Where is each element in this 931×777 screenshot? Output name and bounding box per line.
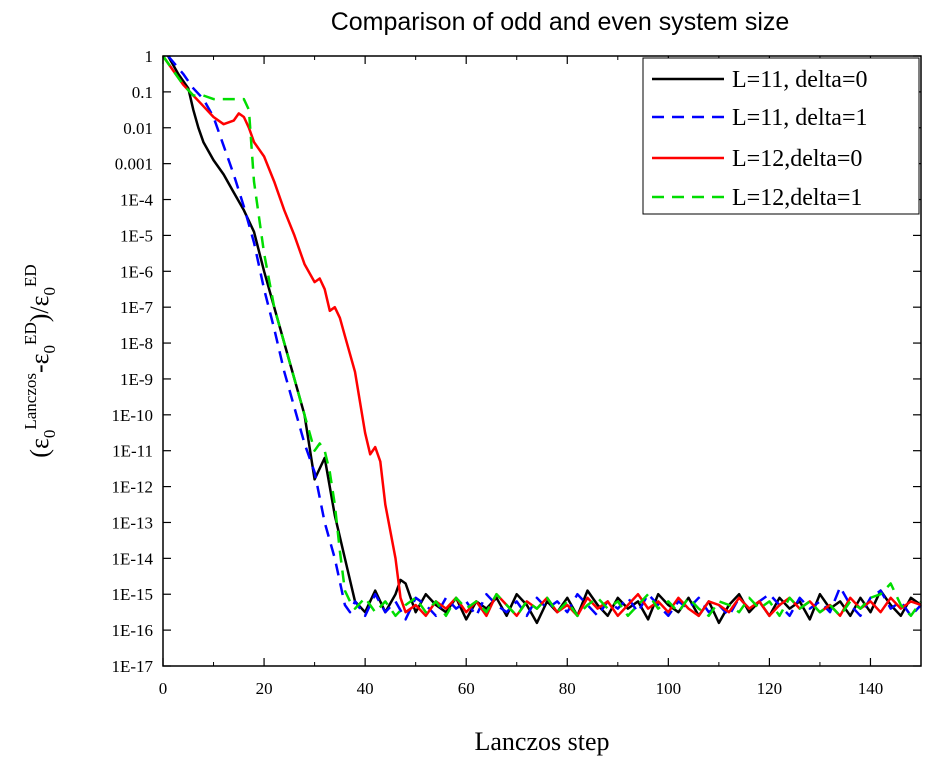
y-tick-label: 1E-12 bbox=[111, 478, 153, 497]
y-tick-label: 1E-10 bbox=[111, 406, 153, 425]
legend-label-l12-delta0: L=12,delta=0 bbox=[732, 146, 862, 172]
y-tick-label: 1E-11 bbox=[112, 442, 153, 461]
y-tick-label: 1E-9 bbox=[120, 370, 153, 389]
x-tick-label: 40 bbox=[357, 679, 374, 698]
y-axis-label: (ε0Lanczos-ε0ED)/ε0ED bbox=[21, 264, 59, 457]
y-tick-label: 1 bbox=[145, 47, 154, 66]
legend-box bbox=[642, 57, 920, 215]
y-tick-label: 1E-6 bbox=[120, 262, 153, 281]
y-tick-label: 0.01 bbox=[123, 119, 153, 138]
legend: L=11, delta=0 L=11, delta=1 L=12,delta=0… bbox=[642, 57, 920, 215]
x-axis-label: Lanczos step bbox=[474, 727, 609, 756]
chart-title: Comparison of odd and even system size bbox=[331, 8, 790, 36]
y-tick-label: 1E-16 bbox=[111, 621, 153, 640]
x-tick-label: 60 bbox=[458, 679, 475, 698]
series-line-2 bbox=[161, 55, 922, 618]
x-tick-label: 100 bbox=[656, 679, 682, 698]
y-tick-label: 1E-17 bbox=[111, 657, 153, 676]
series-layer bbox=[161, 55, 923, 625]
x-tick-label: 140 bbox=[858, 679, 884, 698]
x-tick-label: 0 bbox=[159, 679, 168, 698]
legend-label-l12-delta1: L=12,delta=1 bbox=[732, 185, 862, 211]
series-line-3 bbox=[161, 55, 923, 618]
x-axis-ticks: 0 20 40 60 80 100 120 140 bbox=[159, 56, 883, 698]
plot-area-frame bbox=[162, 55, 922, 667]
y-tick-label: 1E-7 bbox=[120, 298, 154, 317]
y-axis-ticks: 1 0.1 0.01 0.001 1E-4 1E-5 1E-6 1E-7 1E-8 1E-9 1E-… bbox=[111, 47, 921, 676]
y-tick-label: 0.1 bbox=[132, 83, 153, 102]
y-tick-label: 1E-14 bbox=[111, 549, 153, 568]
y-tick-label: 1E-5 bbox=[120, 226, 153, 245]
y-tick-label: 1E-13 bbox=[111, 513, 153, 532]
y-tick-label: 1E-4 bbox=[120, 191, 154, 210]
legend-label-l11-delta0: L=11, delta=0 bbox=[732, 67, 867, 93]
y-tick-label: 0.001 bbox=[115, 155, 153, 174]
x-tick-label: 20 bbox=[256, 679, 273, 698]
x-tick-label: 80 bbox=[559, 679, 576, 698]
legend-label-l11-delta1: L=11, delta=1 bbox=[732, 105, 867, 131]
x-tick-label: 120 bbox=[757, 679, 783, 698]
y-tick-label: 1E-15 bbox=[111, 585, 153, 604]
y-tick-label: 1E-8 bbox=[120, 334, 153, 353]
